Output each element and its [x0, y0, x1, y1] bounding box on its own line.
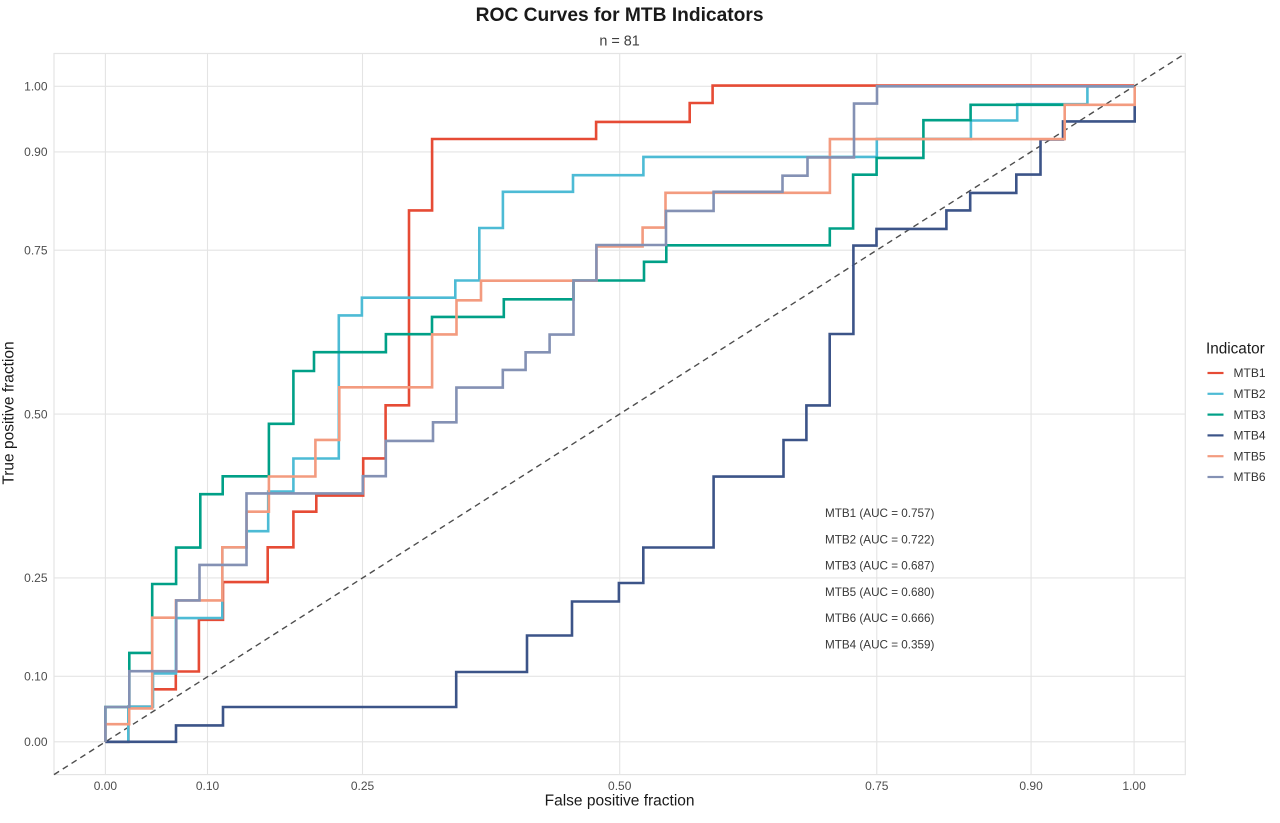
svg-text:True positive fraction: True positive fraction: [1, 341, 18, 484]
svg-text:MTB4: MTB4: [1234, 429, 1266, 443]
svg-text:0.00: 0.00: [94, 779, 118, 793]
svg-text:MTB6 (AUC = 0.666): MTB6 (AUC = 0.666): [825, 612, 935, 625]
svg-text:0.25: 0.25: [24, 571, 48, 585]
svg-text:1.00: 1.00: [24, 80, 48, 94]
svg-text:MTB5: MTB5: [1234, 449, 1266, 463]
svg-text:0.10: 0.10: [196, 779, 220, 793]
svg-text:0.75: 0.75: [24, 243, 48, 257]
svg-text:MTB1: MTB1: [1234, 366, 1266, 380]
svg-text:MTB4 (AUC = 0.359): MTB4 (AUC = 0.359): [825, 639, 935, 652]
svg-text:0.50: 0.50: [608, 779, 632, 793]
svg-text:MTB5 (AUC = 0.680): MTB5 (AUC = 0.680): [825, 586, 935, 599]
svg-text:False positive fraction: False positive fraction: [545, 793, 695, 810]
svg-text:0.25: 0.25: [351, 779, 375, 793]
svg-text:MTB2: MTB2: [1234, 387, 1266, 401]
svg-text:0.00: 0.00: [24, 735, 48, 749]
svg-text:0.90: 0.90: [1019, 779, 1043, 793]
svg-text:n = 81: n = 81: [599, 34, 639, 50]
svg-text:1.00: 1.00: [1122, 779, 1146, 793]
svg-text:Indicator: Indicator: [1206, 341, 1265, 358]
svg-text:0.50: 0.50: [24, 407, 48, 421]
svg-text:0.75: 0.75: [865, 779, 889, 793]
svg-text:ROC Curves for MTB Indicators: ROC Curves for MTB Indicators: [476, 5, 764, 26]
svg-text:0.90: 0.90: [24, 145, 48, 159]
svg-text:MTB1 (AUC = 0.757): MTB1 (AUC = 0.757): [825, 507, 935, 520]
svg-text:MTB2 (AUC = 0.722): MTB2 (AUC = 0.722): [825, 533, 935, 546]
svg-text:MTB3 (AUC = 0.687): MTB3 (AUC = 0.687): [825, 560, 935, 573]
svg-text:MTB6: MTB6: [1234, 470, 1266, 484]
svg-text:MTB3: MTB3: [1234, 408, 1266, 422]
svg-text:0.10: 0.10: [24, 670, 48, 684]
